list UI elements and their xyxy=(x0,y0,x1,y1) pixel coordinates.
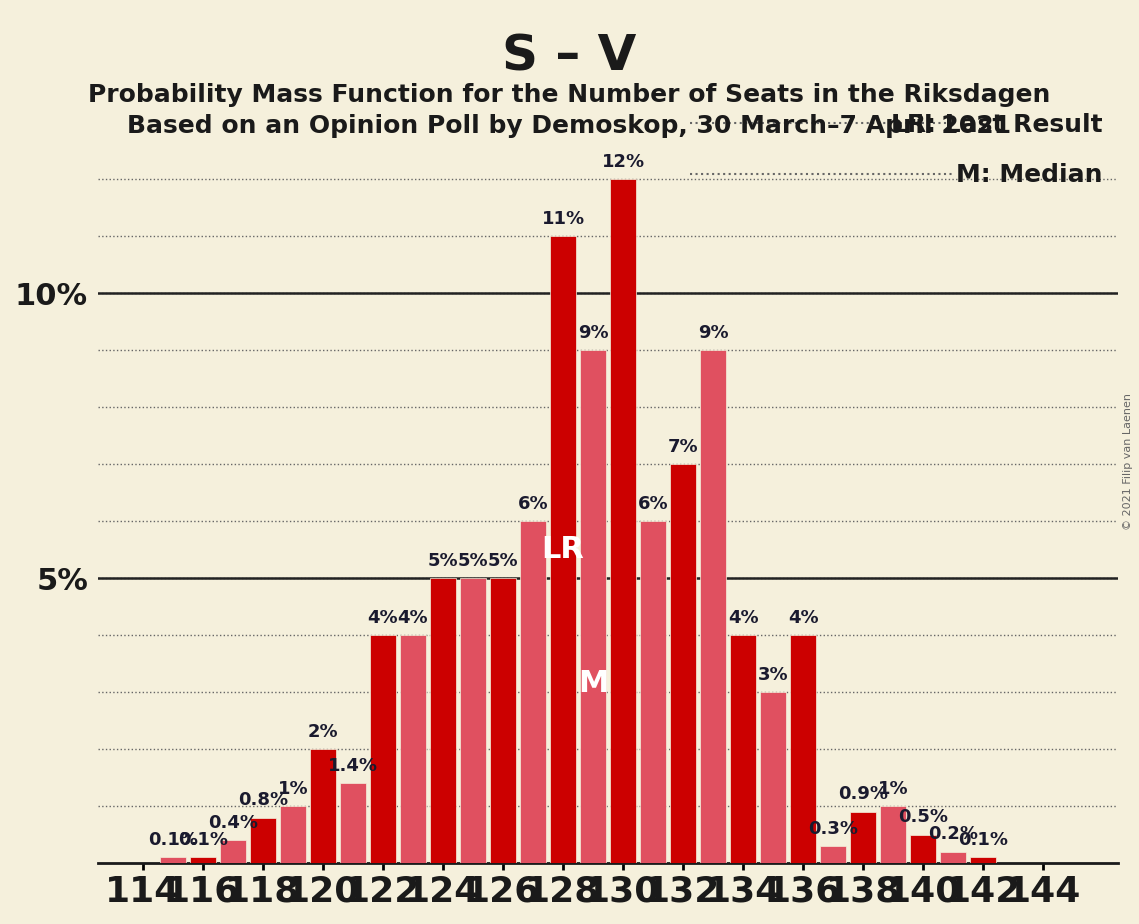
Text: 0.1%: 0.1% xyxy=(148,831,198,849)
Text: 11%: 11% xyxy=(541,210,584,227)
Bar xyxy=(490,578,516,863)
Bar xyxy=(550,236,576,863)
Bar xyxy=(580,350,606,863)
Text: 6%: 6% xyxy=(518,494,548,513)
Text: M: M xyxy=(577,669,608,699)
Bar xyxy=(400,635,426,863)
Text: 0.8%: 0.8% xyxy=(238,791,288,809)
Bar xyxy=(820,846,846,863)
Text: 0.3%: 0.3% xyxy=(809,820,858,837)
Text: 1%: 1% xyxy=(878,780,909,797)
Text: 0.9%: 0.9% xyxy=(838,785,888,803)
Bar xyxy=(611,179,636,863)
Text: 4%: 4% xyxy=(788,609,819,626)
Text: 1.4%: 1.4% xyxy=(328,757,378,775)
Bar xyxy=(251,818,276,863)
Text: LR: LR xyxy=(542,535,584,565)
Bar xyxy=(761,692,786,863)
Bar xyxy=(671,464,696,863)
Bar xyxy=(910,834,936,863)
Text: 9%: 9% xyxy=(577,323,608,342)
Text: © 2021 Filip van Laenen: © 2021 Filip van Laenen xyxy=(1123,394,1133,530)
Bar xyxy=(370,635,395,863)
Text: 3%: 3% xyxy=(757,665,788,684)
Text: 0.5%: 0.5% xyxy=(899,808,948,826)
Text: 12%: 12% xyxy=(601,152,645,171)
Text: 6%: 6% xyxy=(638,494,669,513)
Bar xyxy=(161,857,186,863)
Text: 5%: 5% xyxy=(458,552,489,569)
Bar xyxy=(341,784,366,863)
Bar xyxy=(521,521,546,863)
Bar xyxy=(431,578,456,863)
Bar xyxy=(970,857,995,863)
Text: Probability Mass Function for the Number of Seats in the Riksdagen: Probability Mass Function for the Number… xyxy=(89,83,1050,107)
Text: 2%: 2% xyxy=(308,723,338,741)
Text: Based on an Opinion Poll by Demoskop, 30 March–7 April 2021: Based on an Opinion Poll by Demoskop, 30… xyxy=(128,114,1011,138)
Bar xyxy=(220,841,246,863)
Text: 4%: 4% xyxy=(398,609,428,626)
Text: S – V: S – V xyxy=(502,32,637,80)
Text: 0.1%: 0.1% xyxy=(178,831,228,849)
Text: 7%: 7% xyxy=(667,438,698,456)
Bar xyxy=(310,749,336,863)
Text: 4%: 4% xyxy=(728,609,759,626)
Text: LR: Last Result: LR: Last Result xyxy=(892,113,1103,137)
Bar xyxy=(880,806,906,863)
Text: 0.2%: 0.2% xyxy=(928,825,978,844)
Text: 5%: 5% xyxy=(427,552,458,569)
Text: 5%: 5% xyxy=(487,552,518,569)
Text: 1%: 1% xyxy=(278,780,309,797)
Bar xyxy=(941,852,966,863)
Bar xyxy=(280,806,305,863)
Bar xyxy=(700,350,726,863)
Bar xyxy=(851,812,876,863)
Text: 4%: 4% xyxy=(368,609,399,626)
Text: 9%: 9% xyxy=(698,323,729,342)
Text: 0.1%: 0.1% xyxy=(958,831,1008,849)
Bar xyxy=(640,521,666,863)
Bar xyxy=(190,857,215,863)
Bar xyxy=(460,578,485,863)
Text: M: Median: M: Median xyxy=(957,163,1103,187)
Text: 0.4%: 0.4% xyxy=(208,814,257,832)
Bar xyxy=(790,635,816,863)
Bar xyxy=(730,635,756,863)
